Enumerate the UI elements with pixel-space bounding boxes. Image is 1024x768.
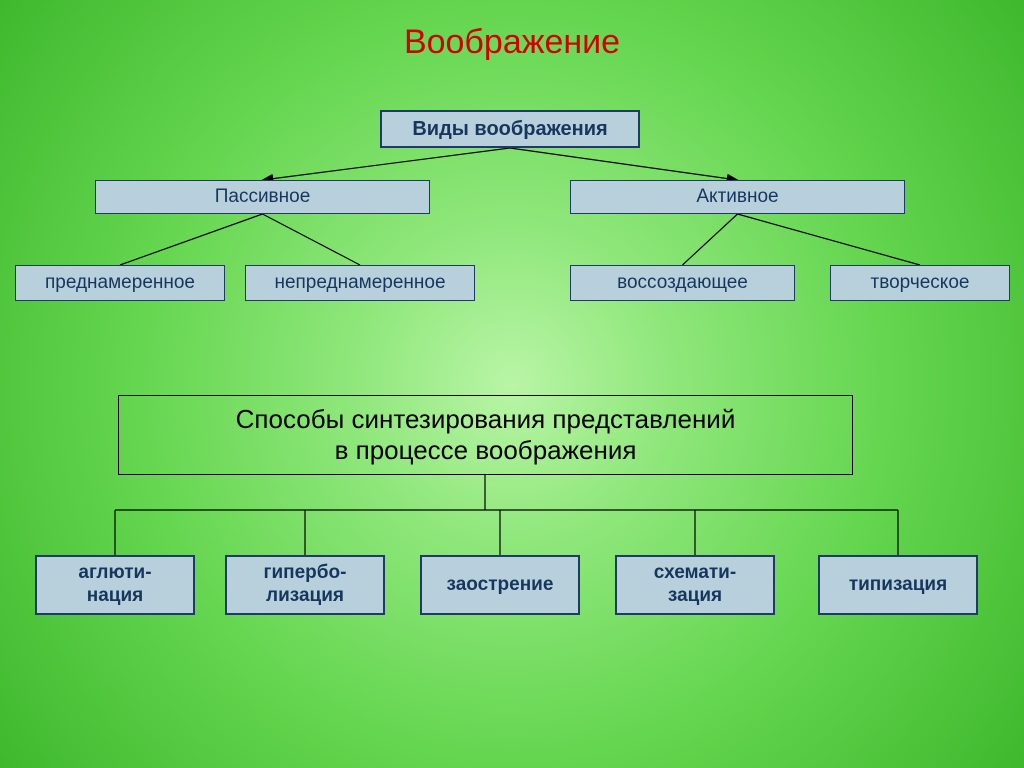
node-sharp: заострение [420,555,580,615]
node-typo: типизация [818,555,978,615]
node-intentional: преднамеренное [15,265,225,301]
node-section: Способы синтезирования представлений в п… [118,395,853,475]
node-unintentional: непреднамеренное [245,265,475,301]
node-reconstructive: воссоздающее [570,265,795,301]
node-aglut: аглюти- нация [35,555,195,615]
node-schema: схемати- зация [615,555,775,615]
node-active: Активное [570,180,905,214]
page-title: Воображение [0,22,1024,63]
node-root: Виды воображения [380,110,640,148]
node-hyper: гипербо- лизация [225,555,385,615]
node-creative: творческое [830,265,1010,301]
node-passive: Пассивное [95,180,430,214]
diagram-canvas: Воображение Виды воображения Пассивное Акт… [0,0,1024,768]
